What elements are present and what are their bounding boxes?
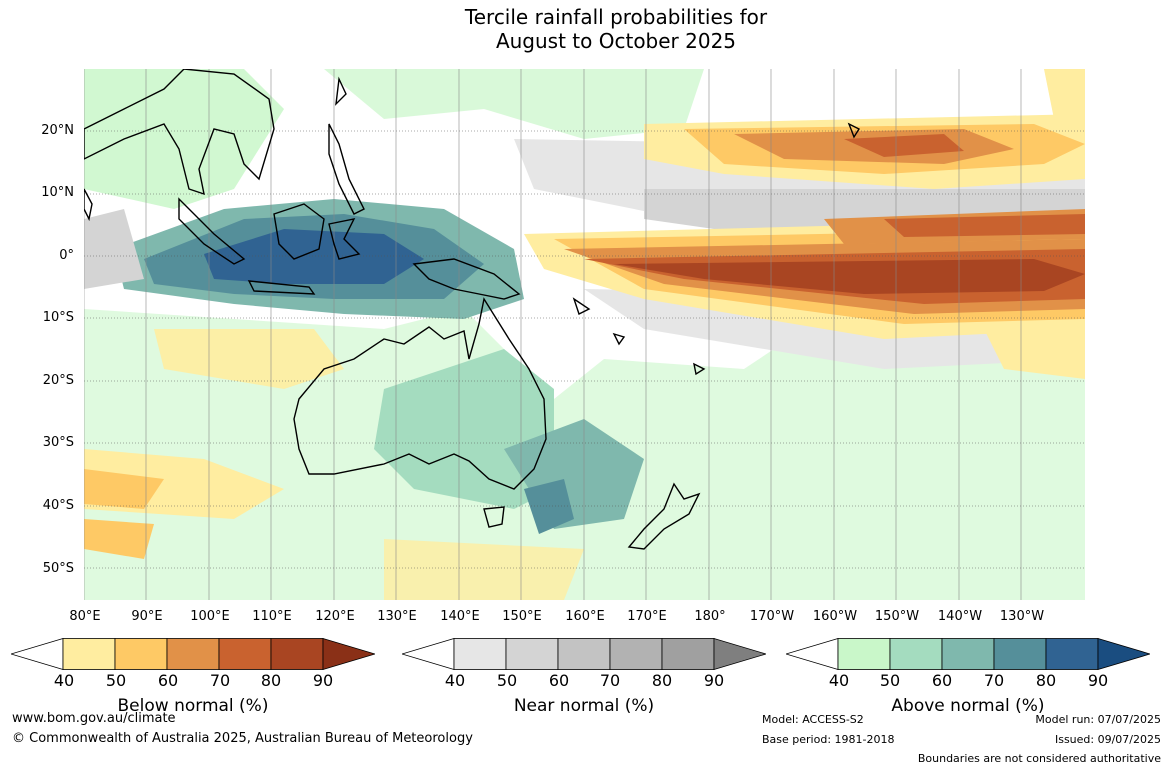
lon-label: 150°E [502,609,542,624]
map-svg [83,68,1085,600]
colorbar-title-above: Above normal (%) [891,696,1045,716]
lon-label: 140°E [440,609,480,624]
cbar2-tick: 50 [879,671,901,690]
cbar0-tick: 90 [312,671,334,690]
colorbar-low-extension [11,638,64,670]
colorbar-segment [837,638,891,670]
colorbar-segment [661,638,715,670]
cbar2-tick: 80 [1035,671,1057,690]
cbar1-tick: 60 [548,671,570,690]
coastlines [83,68,861,550]
colorbar-title-below: Below normal (%) [117,696,269,716]
footer-base-period: Base period: 1981-2018 [762,733,895,746]
colorbar-segment [218,638,272,670]
lat-label-20s: 20°S [42,373,74,388]
colorbar-high-extension [713,638,766,670]
lon-label: 90°E [131,609,163,624]
colorbar-low-extension [402,638,455,670]
lat-label-20n: 20°N [41,123,74,138]
colorbar-segment [62,638,116,670]
colorbar-below-normal [11,638,375,670]
cbar2-tick: 70 [983,671,1005,690]
lat-label-30s: 30°S [42,435,74,450]
lon-label: 160°E [565,609,605,624]
lon-label: 150°W [874,609,920,624]
lat-label-50s: 50°S [42,561,74,576]
colorbar-above-normal [786,638,1150,670]
colorbar-segment [453,638,507,670]
cbar0-tick: 50 [105,671,127,690]
cbar1-tick: 50 [496,671,518,690]
lon-label: 170°W [749,609,795,624]
colorbar-segment [889,638,943,670]
cbar0-tick: 40 [53,671,75,690]
lon-label: 130°W [999,609,1045,624]
cbar1-tick: 80 [651,671,673,690]
cbar2-tick: 40 [828,671,850,690]
lon-label: 80°E [69,609,101,624]
colorbar-segment [557,638,611,670]
map-title: Tercile rainfall probabilities for Augus… [0,5,1173,53]
lat-label-10n: 10°N [41,185,74,200]
probability-map [83,68,1085,600]
lon-label: 140°W [937,609,983,624]
colorbar-low-extension [786,638,839,670]
colorbar-high-extension [322,638,375,670]
cbar1-tick: 70 [599,671,621,690]
lon-label: 100°E [190,609,230,624]
footer-url: www.bom.gov.au/climate [12,711,176,726]
lon-label: 180° [694,609,726,624]
lon-label: 120°E [315,609,355,624]
cbar1-tick: 40 [444,671,466,690]
cbar0-tick: 80 [260,671,282,690]
lat-label-0: 0° [59,248,74,263]
lon-label: 110°E [252,609,292,624]
footer-model-run: Model run: 07/07/2025 [1035,713,1161,726]
colorbar-segment [166,638,220,670]
colorbar-segment [270,638,324,670]
colorbar-near-normal [402,638,766,670]
lon-label: 160°W [812,609,858,624]
cbar1-tick: 90 [703,671,725,690]
cbar0-tick: 60 [157,671,179,690]
lon-label: 130°E [377,609,417,624]
colorbar-segment [114,638,168,670]
footer-issued: Issued: 09/07/2025 [1054,733,1161,746]
colorbar-title-near: Near normal (%) [513,696,655,716]
lat-label-10s: 10°S [42,310,74,325]
probability-shading [84,69,1085,600]
title-line-2: August to October 2025 [495,29,737,53]
cbar2-tick: 60 [931,671,953,690]
colorbar-segment [505,638,559,670]
colorbar-segment [1045,638,1099,670]
title-line-1: Tercile rainfall probabilities for [464,5,768,29]
lat-label-40s: 40°S [42,498,74,513]
lon-label: 170°E [627,609,667,624]
colorbar-segment [993,638,1047,670]
cbar2-tick: 90 [1087,671,1109,690]
colorbar-segment [609,638,663,670]
colorbar-segment [941,638,995,670]
graticule [84,130,1085,569]
meridians [83,69,1022,600]
footer-boundaries: Boundaries are not considered authoritat… [917,752,1161,765]
footer-model: Model: ACCESS-S2 [762,713,864,726]
colorbar-high-extension [1097,638,1150,670]
footer-copyright: © Commonwealth of Australia 2025, Austra… [12,731,473,746]
cbar0-tick: 70 [209,671,231,690]
